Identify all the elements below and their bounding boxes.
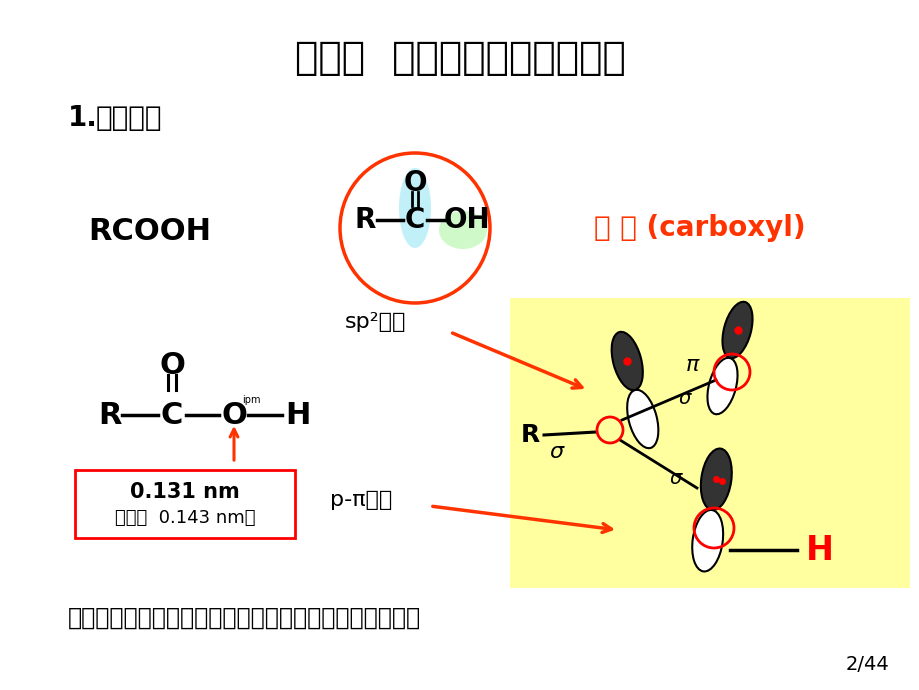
Ellipse shape [627, 390, 658, 448]
Text: R: R [354, 206, 375, 234]
Text: O: O [403, 169, 426, 197]
Text: OH: OH [443, 206, 490, 234]
Ellipse shape [691, 510, 722, 571]
Text: σ: σ [549, 442, 562, 462]
Bar [509, 298, 909, 588]
Ellipse shape [438, 211, 486, 249]
Text: σ: σ [678, 388, 690, 408]
Text: 羧酸结构: 羧酸结构 [96, 104, 163, 132]
Text: π: π [685, 355, 698, 375]
Text: H: H [805, 533, 834, 566]
Text: 羧基不是羰基与羟基简单加合，而是一个整体一官能基。: 羧基不是羰基与羟基简单加合，而是一个整体一官能基。 [68, 606, 421, 630]
Text: ipm: ipm [242, 395, 260, 405]
Text: C: C [161, 400, 183, 429]
Text: 2/44: 2/44 [845, 656, 889, 675]
Text: 1.: 1. [68, 104, 97, 132]
Text: R: R [520, 423, 539, 447]
Text: 羧 基 (carboxyl): 羧 基 (carboxyl) [594, 214, 805, 242]
Text: O: O [159, 351, 185, 380]
Ellipse shape [700, 448, 731, 510]
Bar [75, 470, 295, 538]
Ellipse shape [611, 332, 642, 391]
Text: RCOOH: RCOOH [88, 217, 211, 246]
Text: 第一节  羧酸结构、分类和命名: 第一节 羧酸结构、分类和命名 [294, 39, 625, 77]
Text: H: H [285, 400, 311, 429]
Ellipse shape [399, 168, 430, 248]
Text: （醇：  0.143 nm）: （醇： 0.143 nm） [115, 509, 255, 527]
Ellipse shape [721, 302, 752, 358]
Text: p-π共轭: p-π共轭 [330, 490, 391, 510]
Text: C: C [404, 206, 425, 234]
Ellipse shape [707, 358, 737, 414]
Text: R: R [98, 400, 121, 429]
Text: sp²杂化: sp²杂化 [345, 312, 406, 332]
Text: O: O [221, 400, 246, 429]
Text: 0.131 nm: 0.131 nm [130, 482, 240, 502]
Text: σ: σ [669, 469, 682, 488]
